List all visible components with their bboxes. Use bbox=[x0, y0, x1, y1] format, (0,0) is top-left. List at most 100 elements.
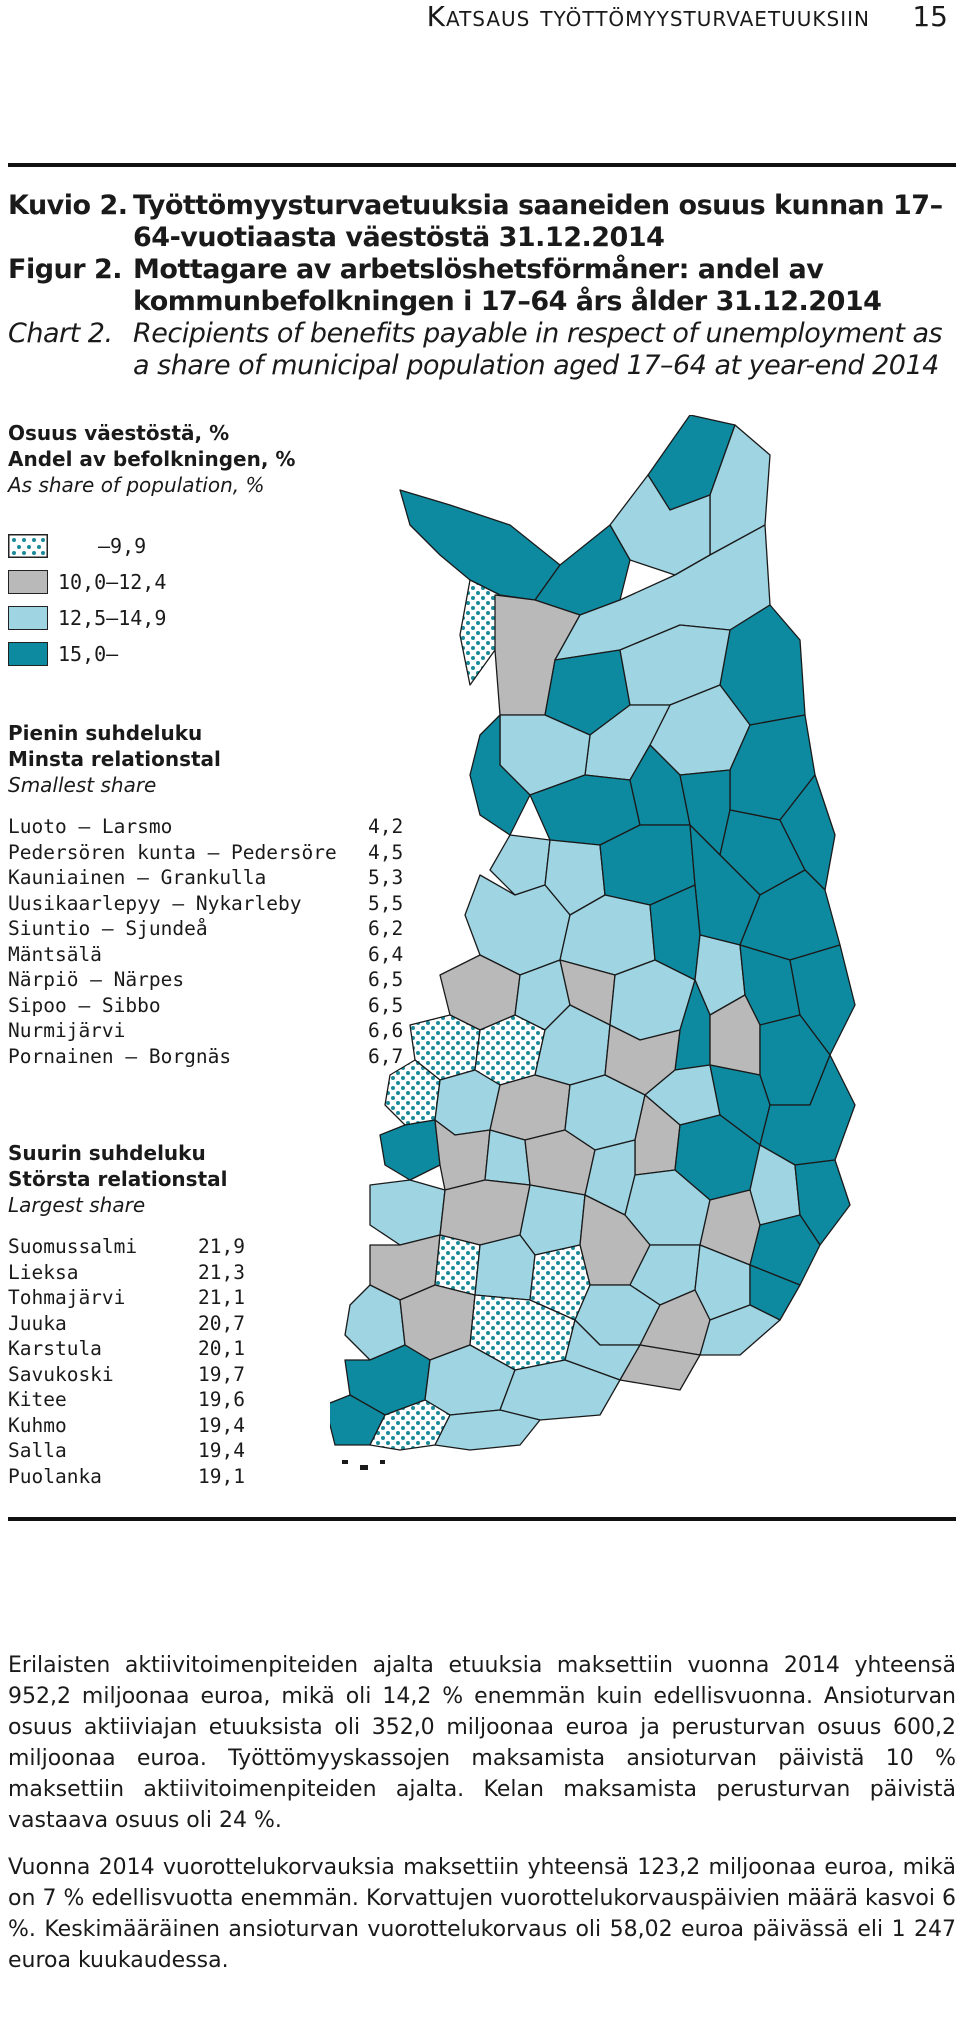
share-value: 6,6 bbox=[368, 1019, 404, 1042]
dotted-swatch bbox=[8, 534, 48, 558]
share-value: 21,9 bbox=[198, 1235, 245, 1258]
legend-title-fi: Osuus väestöstä, % bbox=[8, 421, 230, 445]
caption-en-text: Recipients of benefits payable in respec… bbox=[133, 318, 943, 381]
list-row: Luoto – Larsmo 4,2 bbox=[8, 814, 408, 840]
map-region bbox=[779, 774, 836, 891]
legend-title: Osuus väestöstä, % Andel av befolkningen… bbox=[8, 420, 295, 498]
legend-item-light-blue: 12,5–14,9 bbox=[8, 600, 166, 636]
map-island bbox=[360, 1465, 368, 1470]
municipality-name: Pedersören kunta – Pedersöre bbox=[8, 840, 337, 864]
municipality-name: Savukoski bbox=[8, 1362, 114, 1386]
dark-teal-swatch bbox=[8, 642, 48, 666]
legend-label: 10,0–12,4 bbox=[58, 570, 167, 594]
list-row: Uusikaarlepyy – Nykarleby 5,5 bbox=[8, 891, 408, 917]
share-value: 19,7 bbox=[198, 1362, 245, 1386]
map-region bbox=[369, 1179, 446, 1246]
map-region bbox=[519, 1184, 586, 1256]
legend-item-lowest: –9,9 bbox=[8, 528, 166, 564]
map-region bbox=[434, 1409, 541, 1451]
list-row: Salla 19,4 bbox=[8, 1438, 268, 1464]
municipality-name: Uusikaarlepyy – Nykarleby bbox=[8, 891, 302, 915]
municipality-name: Juuka bbox=[8, 1311, 67, 1335]
map-region bbox=[699, 1304, 781, 1356]
list-row: Puolanka 19,1 bbox=[8, 1464, 268, 1490]
map-region bbox=[459, 579, 501, 686]
list-row: Mäntsälä 6,4 bbox=[8, 942, 408, 968]
legend-item-dark-teal: 15,0– bbox=[8, 636, 166, 672]
page-header: Katsaus työttömyysturvaetuuksiin 15 bbox=[0, 0, 960, 60]
smallest-share-list: Pienin suhdeluku Minsta relationstal Sma… bbox=[8, 720, 408, 1069]
caption-sv-label: Figur 2. bbox=[8, 254, 123, 285]
share-value: 19,4 bbox=[198, 1413, 245, 1437]
share-value: 5,3 bbox=[368, 866, 404, 889]
list-row: Kuhmo 19,4 bbox=[8, 1413, 268, 1439]
share-value: 20,7 bbox=[198, 1311, 245, 1335]
municipality-name: Puolanka bbox=[8, 1464, 102, 1488]
municipality-name: Siuntio – Sjundeå bbox=[8, 917, 208, 940]
share-value: 4,5 bbox=[368, 840, 404, 864]
smallest-head-fi: Pienin suhdeluku bbox=[8, 721, 203, 745]
municipality-name: Mäntsälä bbox=[8, 942, 102, 966]
page-number: 15 bbox=[912, 0, 948, 33]
list-row: Pornainen – Borgnäs 6,7 bbox=[8, 1044, 408, 1070]
largest-head-sv: Största relationstal bbox=[8, 1167, 228, 1191]
list-row: Kitee 19,6 bbox=[8, 1387, 268, 1413]
caption-en-label: Chart 2. bbox=[8, 318, 113, 349]
list-row: Suomussalmi 21,9 bbox=[8, 1234, 268, 1260]
municipality-name: Tohmajärvi bbox=[8, 1286, 126, 1309]
largest-head-fi: Suurin suhdeluku bbox=[8, 1141, 206, 1165]
municipality-name: Karstula bbox=[8, 1337, 102, 1360]
smallest-head-sv: Minsta relationstal bbox=[8, 747, 221, 771]
legend-label: –9,9 bbox=[98, 534, 147, 558]
list-row: Juuka 20,7 bbox=[8, 1311, 268, 1337]
share-value: 6,5 bbox=[368, 968, 404, 991]
share-value: 6,7 bbox=[368, 1044, 404, 1068]
legend: –9,9 10,0–12,4 12,5–14,9 15,0– bbox=[8, 528, 166, 672]
paragraph-1: Erilaisten aktiivitoimenpiteiden ajalta … bbox=[8, 1653, 956, 1833]
smallest-head-en: Smallest share bbox=[8, 773, 157, 797]
largest-share-list: Suurin suhdeluku Största relationstal La… bbox=[8, 1140, 268, 1489]
share-value: 19,6 bbox=[198, 1388, 245, 1411]
municipality-name: Sipoo – Sibbo bbox=[8, 993, 161, 1017]
map-region bbox=[794, 1159, 851, 1246]
municipality-name: Lieksa bbox=[8, 1260, 79, 1284]
list-row: Savukoski 19,7 bbox=[8, 1362, 268, 1388]
largest-head-en: Largest share bbox=[8, 1193, 146, 1217]
share-value: 5,5 bbox=[368, 891, 404, 915]
map-region bbox=[489, 1074, 571, 1141]
smallest-head: Pienin suhdeluku Minsta relationstal Sma… bbox=[8, 720, 408, 798]
map-region bbox=[434, 1234, 481, 1296]
body-text: Erilaisten aktiivitoimenpiteiden ajalta … bbox=[8, 1650, 956, 1992]
list-row: Kauniainen – Grankulla 5,3 bbox=[8, 865, 408, 891]
list-row: Sipoo – Sibbo 6,5 bbox=[8, 993, 408, 1019]
legend-title-sv: Andel av befolkningen, % bbox=[8, 447, 296, 471]
bottom-rule bbox=[8, 1517, 956, 1521]
municipality-name: Kuhmo bbox=[8, 1413, 67, 1437]
municipality-name: Luoto – Larsmo bbox=[8, 815, 173, 838]
list-row: Nurmijärvi 6,6 bbox=[8, 1018, 408, 1044]
map-region bbox=[434, 1069, 501, 1136]
municipality-name: Närpiö – Närpes bbox=[8, 968, 185, 991]
caption-fi: Kuvio 2. Työttömyysturvaetuuksia saaneid… bbox=[8, 190, 953, 254]
municipality-name: Kitee bbox=[8, 1388, 67, 1411]
share-value: 20,1 bbox=[198, 1337, 245, 1360]
map-svg bbox=[290, 414, 856, 1470]
list-row: Lieksa 21,3 bbox=[8, 1260, 268, 1286]
map-region bbox=[379, 1119, 441, 1181]
legend-label: 12,5–14,9 bbox=[58, 606, 167, 630]
map-island bbox=[380, 1460, 385, 1464]
municipality-name: Salla bbox=[8, 1439, 67, 1462]
map-island bbox=[342, 1460, 348, 1464]
share-value: 6,2 bbox=[368, 917, 404, 940]
caption-sv: Figur 2. Mottagare av arbetslöshetsförmå… bbox=[8, 254, 953, 318]
list-row: Närpiö – Närpes 6,5 bbox=[8, 967, 408, 993]
caption-en: Chart 2. Recipients of benefits payable … bbox=[8, 318, 953, 382]
municipality-name: Nurmijärvi bbox=[8, 1019, 126, 1042]
map-region bbox=[789, 944, 856, 1056]
share-value: 21,1 bbox=[198, 1286, 245, 1309]
municipality-name: Pornainen – Borgnäs bbox=[8, 1044, 232, 1068]
share-value: 19,1 bbox=[198, 1464, 245, 1488]
share-value: 4,2 bbox=[368, 815, 404, 838]
legend-item-grey: 10,0–12,4 bbox=[8, 564, 166, 600]
list-row: Siuntio – Sjundeå 6,2 bbox=[8, 916, 408, 942]
